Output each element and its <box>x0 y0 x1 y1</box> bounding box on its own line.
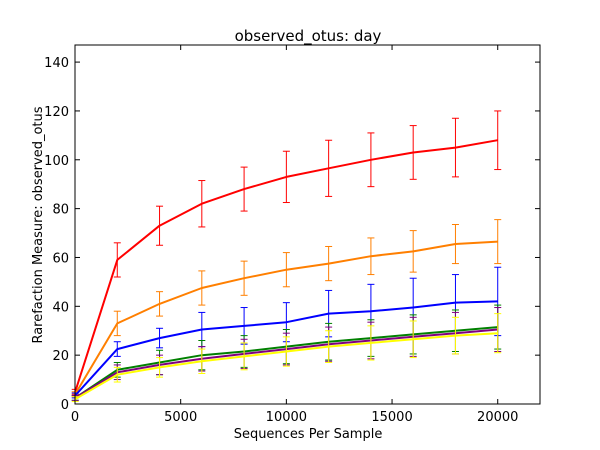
series-line <box>74 332 498 400</box>
series-line <box>74 300 498 397</box>
x-tick-label: 15000 <box>371 410 412 425</box>
plot-area <box>71 110 502 403</box>
y-tick-label: 100 <box>44 154 69 169</box>
y-axis: 0 20 40 60 80 100 120 140 <box>44 56 540 413</box>
y-tick-label: 0 <box>61 398 69 413</box>
plot-frame <box>74 44 541 405</box>
x-axis-label: Sequences Per Sample <box>234 427 383 442</box>
y-tick-label: 60 <box>52 251 69 266</box>
x-tick-label: 0 <box>71 410 79 425</box>
x-axis: 0 5000 10000 15000 20000 <box>71 45 518 425</box>
y-tick-label: 80 <box>52 203 69 218</box>
x-tick-label: 5000 <box>164 410 197 425</box>
series-5 <box>71 313 502 403</box>
series-1 <box>71 219 502 398</box>
y-tick-label: 20 <box>52 349 69 364</box>
y-axis-label: Rarefaction Measure: observed_otus <box>31 106 46 343</box>
chart-title: observed_otus: day <box>235 27 382 46</box>
y-tick-label: 140 <box>44 56 69 71</box>
y-tick-label: 40 <box>52 300 69 315</box>
series-line <box>74 139 498 393</box>
x-tick-label: 20000 <box>477 410 518 425</box>
y-tick-label: 120 <box>44 105 69 120</box>
series-line <box>74 240 498 395</box>
series-0 <box>71 110 502 395</box>
x-tick-label: 10000 <box>266 410 307 425</box>
